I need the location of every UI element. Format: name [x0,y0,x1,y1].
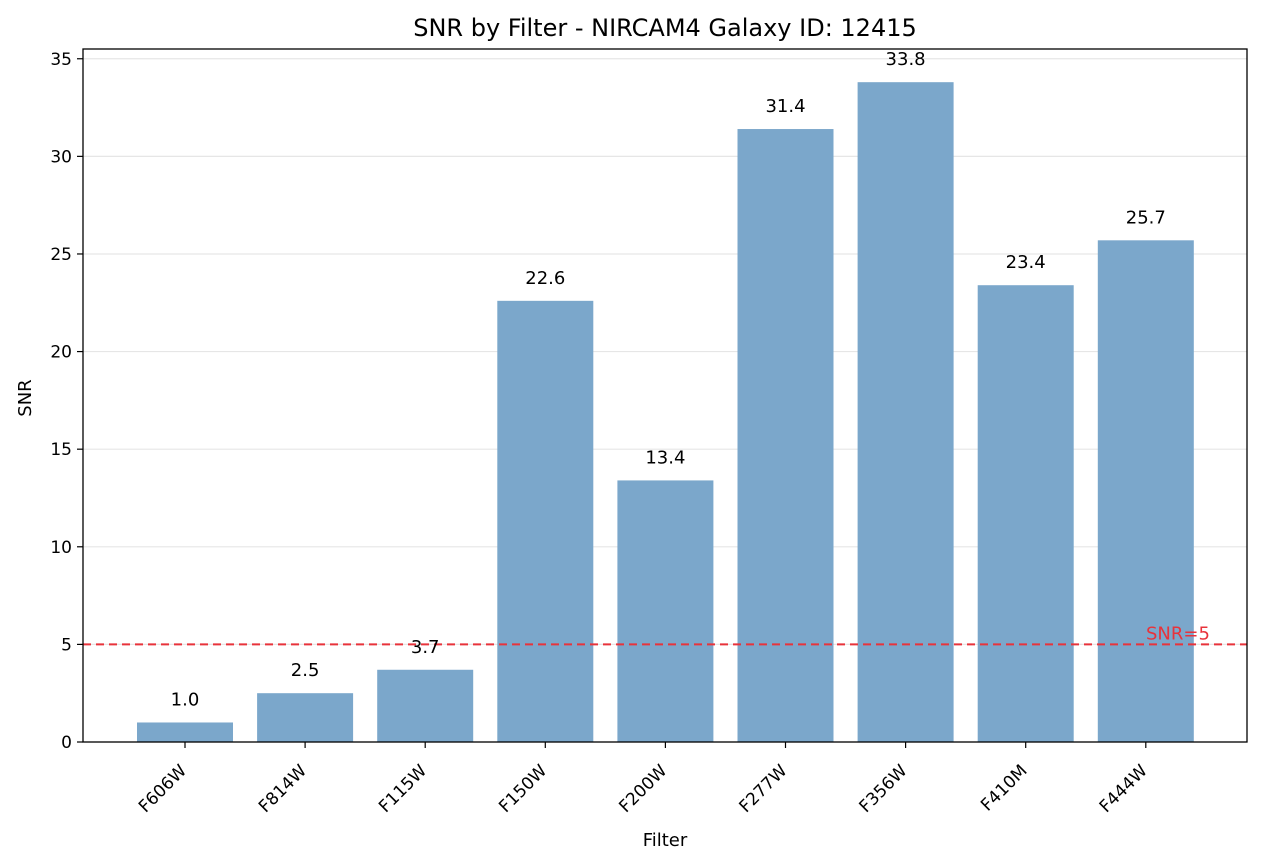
x-axis: F606W F814W F115W F150W F200W F277W F356W F410M… [135,742,1152,817]
bar-value-label: 2.5 [291,660,320,681]
bar-value-label: 1.0 [171,689,200,710]
data-labels: 1.0 2.5 3.7 22.6 13.4 31.4 33.8 23.4 25.7 [171,49,1166,710]
x-tick-label: F200W [615,761,671,817]
y-tick-label: 10 [50,538,72,558]
bar [137,722,233,742]
bar-value-label: 22.6 [525,268,565,289]
x-tick-label: F410M [977,761,1031,815]
bar [377,669,474,742]
y-axis: 0 5 10 15 20 25 30 35 [50,50,83,753]
x-tick-label: F444W [1096,761,1152,817]
bars [137,82,1194,742]
bar [857,82,954,742]
y-tick-label: 5 [61,635,72,655]
bar [617,480,714,742]
y-tick-label: 20 [50,343,72,363]
reference-line-label: SNR=5 [1146,623,1210,644]
y-tick-label: 35 [50,50,72,70]
x-tick-label: F606W [135,761,191,817]
reference-line-group: SNR=5 [83,623,1247,646]
bar-value-label: 31.4 [765,96,805,117]
bar-value-label: 25.7 [1126,207,1166,228]
bar-value-label: 3.7 [411,637,440,658]
x-tick-label: F356W [856,761,912,817]
chart-title: SNR by Filter - NIRCAM4 Galaxy ID: 12415 [413,14,917,42]
bar [1097,240,1194,742]
x-tick-label: F115W [375,761,431,817]
x-axis-label: Filter [643,830,688,851]
bar [977,285,1074,742]
y-axis-label: SNR [15,379,36,416]
y-tick-label: 25 [50,245,72,265]
bar [737,129,834,742]
x-tick-label: F277W [735,761,791,817]
y-tick-label: 15 [50,440,72,460]
bar [257,693,354,742]
x-tick-label: F814W [255,761,311,817]
bar-value-label: 23.4 [1006,252,1046,273]
y-tick-label: 30 [50,147,72,167]
y-tick-label: 0 [61,733,72,753]
x-tick-label: F150W [495,761,551,817]
bar-value-label: 13.4 [645,447,685,468]
bar [497,300,594,742]
bar-value-label: 33.8 [886,49,926,70]
